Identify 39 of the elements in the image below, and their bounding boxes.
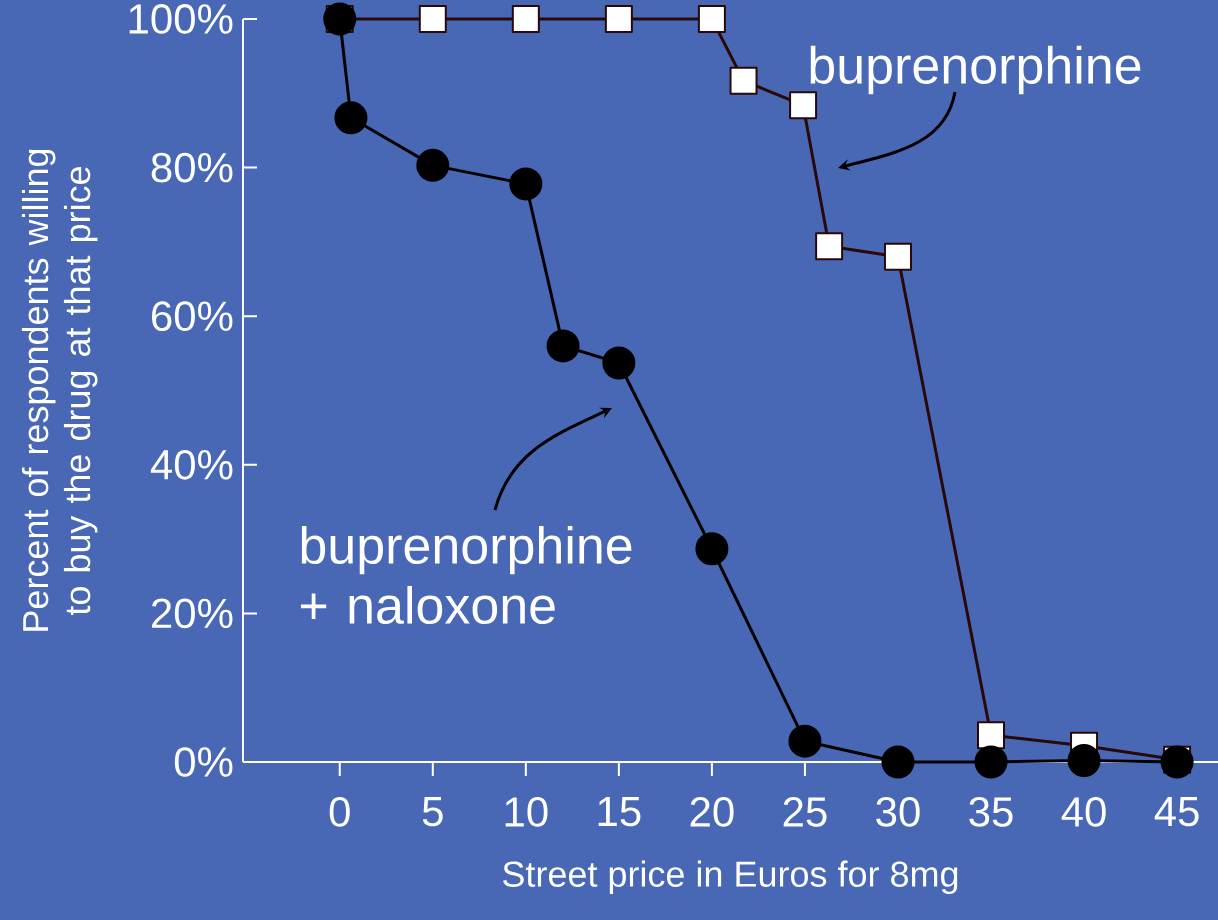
y-tick-label: 20% — [151, 598, 233, 629]
annotation: buprenorphine + naloxone — [300, 525, 632, 625]
x-tick-label: 10 — [505, 797, 548, 827]
point — [509, 167, 543, 201]
point — [883, 242, 912, 271]
x-tick-label: 35 — [969, 797, 1013, 827]
point — [1067, 744, 1101, 778]
point — [697, 4, 726, 33]
y-tick-label: 40% — [150, 449, 233, 480]
y-tick-label: 100% — [129, 4, 233, 34]
y-tick-label: 80% — [151, 152, 233, 183]
point — [974, 745, 1008, 779]
point — [546, 329, 580, 363]
x-tick-label: 5 — [422, 797, 443, 827]
point — [1160, 745, 1194, 779]
point — [334, 101, 368, 135]
point — [416, 148, 450, 182]
y-axis-title: Percent of respondents willing to buy the drug at that price — [21, 149, 98, 631]
x-tick-label: 30 — [876, 797, 920, 827]
point — [729, 66, 758, 95]
point — [788, 724, 822, 758]
point — [511, 4, 540, 33]
annotation: buprenorphine — [810, 45, 1141, 95]
x-tick-label: 45 — [1154, 797, 1199, 827]
point — [977, 721, 1006, 750]
x-tick-label: 0 — [329, 797, 350, 827]
x-tick-label: 15 — [598, 797, 641, 827]
point — [604, 4, 633, 33]
point — [695, 532, 729, 566]
y-tick-label: 60% — [152, 301, 233, 332]
point — [815, 232, 844, 261]
x-tick-label: 25 — [783, 797, 827, 827]
x-tick-label: 40 — [1061, 797, 1106, 827]
point — [418, 4, 447, 33]
point — [881, 745, 915, 779]
x-tick-label: 20 — [690, 797, 734, 827]
y-tick-label: 0% — [174, 747, 233, 777]
point — [602, 346, 636, 380]
x-axis-title: Street price in Euros for 8mg — [503, 860, 958, 895]
